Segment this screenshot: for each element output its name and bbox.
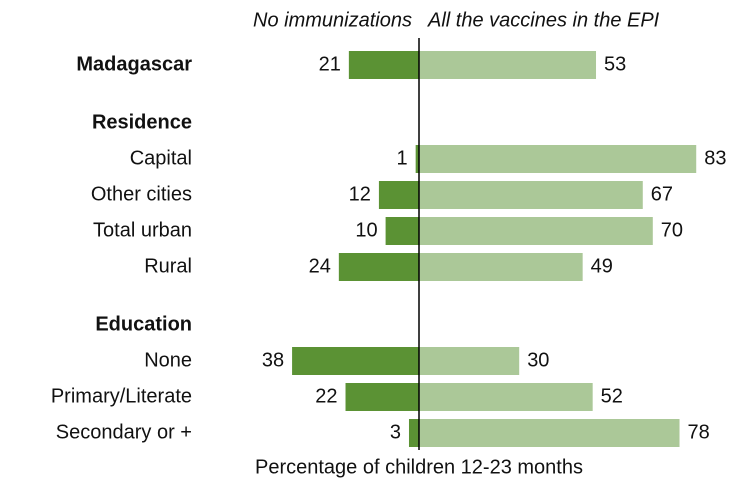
- category-label: Total urban: [93, 219, 192, 241]
- category-label: Primary/Literate: [51, 385, 192, 407]
- category-label: Madagascar: [76, 53, 192, 75]
- category-label: Residence: [92, 111, 192, 133]
- bar: [419, 181, 643, 209]
- category-label: Secondary or +: [56, 421, 192, 443]
- bar: [419, 347, 520, 375]
- value-label: 78: [688, 421, 710, 443]
- bar: [419, 383, 593, 411]
- series-name-right: All the vaccines in the EPI: [427, 9, 660, 31]
- x-axis-label: Percentage of children 12-23 months: [255, 456, 583, 478]
- bar: [419, 217, 653, 245]
- category-label: Other cities: [91, 183, 192, 205]
- category-label: Capital: [130, 147, 192, 169]
- value-label: 53: [604, 53, 626, 75]
- value-label: 38: [262, 349, 284, 371]
- category-label: None: [144, 349, 192, 371]
- value-label: 1: [397, 147, 408, 169]
- bar: [408, 419, 419, 447]
- value-label: 24: [309, 255, 331, 277]
- category-label: Rural: [144, 255, 192, 277]
- bar: [419, 253, 583, 281]
- series-name-left: No immunizations: [253, 9, 412, 31]
- value-label: 12: [349, 183, 371, 205]
- value-label: 67: [651, 183, 673, 205]
- value-label: 52: [601, 385, 623, 407]
- bar: [419, 419, 680, 447]
- bar: [348, 51, 419, 79]
- category-label: Education: [95, 313, 192, 335]
- value-label: 10: [355, 219, 377, 241]
- bar: [385, 217, 419, 245]
- value-label: 3: [390, 421, 401, 443]
- bar: [292, 347, 419, 375]
- bar: [419, 51, 597, 79]
- value-label: 83: [704, 147, 726, 169]
- bar: [378, 181, 419, 209]
- value-label: 30: [527, 349, 549, 371]
- value-label: 70: [661, 219, 683, 241]
- value-label: 49: [591, 255, 613, 277]
- bar: [415, 145, 419, 173]
- bar: [345, 383, 419, 411]
- value-label: 22: [315, 385, 337, 407]
- bar: [338, 253, 419, 281]
- bar: [419, 145, 697, 173]
- value-label: 21: [319, 53, 341, 75]
